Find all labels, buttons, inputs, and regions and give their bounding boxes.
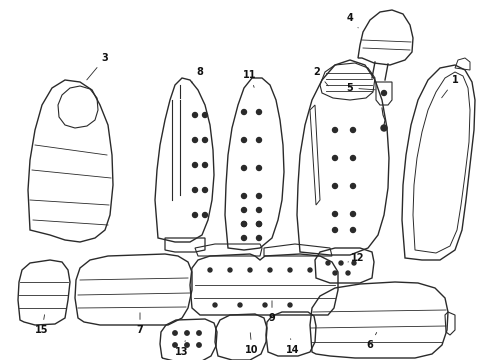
Circle shape: [173, 343, 177, 347]
Circle shape: [333, 228, 338, 233]
Circle shape: [288, 303, 292, 307]
Circle shape: [197, 331, 201, 335]
Circle shape: [268, 268, 272, 272]
Circle shape: [350, 212, 356, 216]
Circle shape: [242, 235, 246, 240]
Circle shape: [333, 212, 338, 216]
Circle shape: [185, 343, 189, 347]
Circle shape: [193, 188, 197, 193]
Circle shape: [228, 268, 232, 272]
Circle shape: [350, 184, 356, 189]
Circle shape: [256, 138, 262, 143]
Circle shape: [242, 207, 246, 212]
Circle shape: [242, 194, 246, 198]
Circle shape: [352, 261, 356, 265]
Circle shape: [242, 221, 246, 226]
Text: 2: 2: [314, 67, 328, 86]
Circle shape: [202, 138, 207, 143]
Circle shape: [197, 343, 201, 347]
Text: 7: 7: [137, 313, 144, 335]
Circle shape: [346, 271, 350, 275]
Circle shape: [256, 109, 262, 114]
Circle shape: [256, 221, 262, 226]
Circle shape: [256, 207, 262, 212]
Text: 15: 15: [35, 315, 49, 335]
Circle shape: [185, 331, 189, 335]
Circle shape: [193, 138, 197, 143]
Circle shape: [256, 235, 262, 240]
Circle shape: [238, 303, 242, 307]
Text: 1: 1: [441, 75, 458, 98]
Circle shape: [333, 184, 338, 189]
Circle shape: [263, 303, 267, 307]
Circle shape: [333, 127, 338, 132]
Circle shape: [193, 112, 197, 117]
Text: 8: 8: [192, 67, 203, 83]
Circle shape: [382, 90, 387, 95]
Circle shape: [193, 212, 197, 217]
Circle shape: [350, 228, 356, 233]
Text: 13: 13: [175, 341, 189, 357]
Circle shape: [202, 212, 207, 217]
Circle shape: [333, 156, 338, 161]
Text: 6: 6: [367, 332, 377, 350]
Circle shape: [208, 268, 212, 272]
Circle shape: [242, 109, 246, 114]
Text: 5: 5: [346, 83, 375, 93]
Circle shape: [256, 166, 262, 171]
Circle shape: [256, 194, 262, 198]
Circle shape: [288, 268, 292, 272]
Circle shape: [242, 138, 246, 143]
Circle shape: [193, 162, 197, 167]
Circle shape: [213, 303, 217, 307]
Circle shape: [202, 188, 207, 193]
Circle shape: [202, 112, 207, 117]
Circle shape: [202, 162, 207, 167]
Text: 12: 12: [348, 253, 365, 263]
Text: 3: 3: [87, 53, 108, 80]
Text: 14: 14: [286, 339, 300, 355]
Text: 4: 4: [346, 13, 358, 28]
Circle shape: [350, 156, 356, 161]
Text: 11: 11: [243, 70, 257, 87]
Circle shape: [326, 261, 330, 265]
Circle shape: [248, 268, 252, 272]
Circle shape: [339, 261, 343, 265]
Circle shape: [308, 268, 312, 272]
Text: 10: 10: [245, 333, 259, 355]
Circle shape: [333, 271, 337, 275]
Circle shape: [173, 331, 177, 335]
Text: 9: 9: [269, 301, 275, 323]
Circle shape: [381, 125, 387, 131]
Circle shape: [242, 221, 246, 226]
Circle shape: [256, 221, 262, 226]
Circle shape: [350, 127, 356, 132]
Circle shape: [242, 166, 246, 171]
